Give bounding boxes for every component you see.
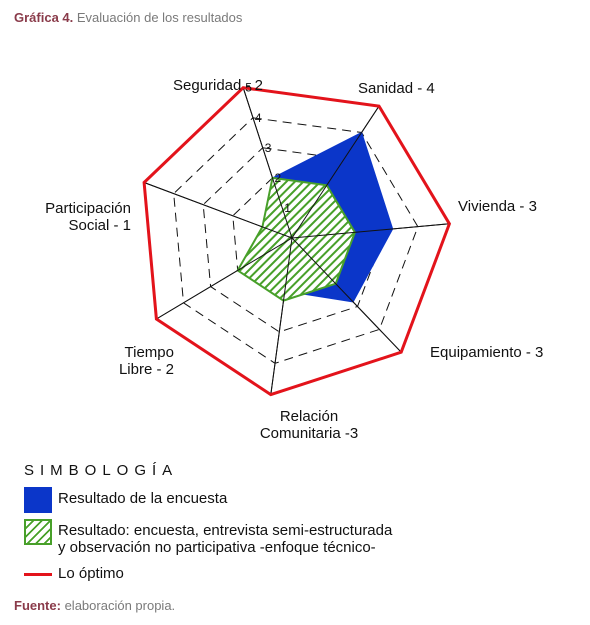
legend-label: Resultado: encuesta, entrevista semi-est… <box>58 519 392 556</box>
legend-label-line: Resultado: encuesta, entrevista semi-est… <box>58 522 393 539</box>
legend-swatch-hatched-green <box>24 519 52 545</box>
axis-label-line: Tiempo <box>125 344 174 361</box>
spoke-line-overlay <box>156 237 293 320</box>
axis-label-line: Libre - 2 <box>119 361 174 378</box>
axis-label-group: Seguridad - 2 <box>173 77 263 94</box>
source-label: Fuente: <box>14 598 61 613</box>
legend-item-encuesta: Resultado de la encuesta <box>24 487 564 513</box>
spoke-line-overlay <box>291 237 402 353</box>
series-optimo-outline <box>142 86 452 397</box>
grid-ring-4 <box>173 117 419 364</box>
axis-label-line: Comunitaria -3 <box>260 425 358 442</box>
axis-label-group: Sanidad - 4 <box>358 80 435 97</box>
tick-label-1: 1 <box>284 201 291 215</box>
legend-label-line: Lo óptimo <box>58 565 124 582</box>
spoke-line-overlay <box>291 105 380 239</box>
source-text: elaboración propia. <box>64 598 176 613</box>
legend-label-line: Resultado de la encuesta <box>58 490 228 507</box>
spoke-line-overlay <box>242 87 293 239</box>
legend-label: Resultado de la encuesta <box>58 487 227 507</box>
radar-chart: 1 2 3 4 5 Seguridad - 2 Sanidad - 4 Vivienda -… <box>45 77 543 442</box>
axis-label: Sanidad - 4 <box>358 80 435 97</box>
source-note: Fuente: elaboración propia. <box>14 598 175 613</box>
legend-swatch-blue <box>24 487 52 513</box>
axis-labels: Seguridad - 2 Sanidad - 4 Vivienda - 3 Equi… <box>45 77 543 442</box>
radial-ticks: 1 2 3 4 5 <box>245 81 291 215</box>
axis-label: Seguridad - 2 <box>173 77 263 94</box>
axis-label: Equipamiento - 3 <box>430 344 543 361</box>
tick-label-4: 4 <box>255 111 262 125</box>
tick-label-3: 3 <box>265 141 272 155</box>
tick-label-5: 5 <box>245 81 252 95</box>
legend-swatch-red-line <box>24 562 52 588</box>
axis-label-group: Vivienda - 3 <box>458 198 537 215</box>
legend-item-optimo: Lo óptimo <box>24 562 564 588</box>
figure-label: Gráfica 4. <box>14 10 74 25</box>
spoke-line-overlay <box>143 182 293 239</box>
series-tecnico-area <box>236 176 357 302</box>
figure-title-text: Evaluación de los resultados <box>76 10 243 25</box>
figure-title: Gráfica 4. Evaluación de los resultados <box>14 10 242 25</box>
legend-label-line: y observación no participativa -enfoque … <box>58 539 376 556</box>
legend-title: SIMBOLOGÍA <box>24 462 179 479</box>
spoke-line-overlay <box>291 223 450 239</box>
axis-label-line: Social - 1 <box>68 217 131 234</box>
axis-label: Vivienda - 3 <box>458 198 537 215</box>
axis-label-line: Relación <box>280 408 338 425</box>
axis-label-group: Equipamiento - 3 <box>430 344 543 361</box>
legend-label: Lo óptimo <box>58 562 124 582</box>
spoke-line-overlay <box>270 237 293 395</box>
legend: SIMBOLOGÍA Resultado de la encuesta Resu… <box>24 462 564 594</box>
tick-label-2: 2 <box>275 171 282 185</box>
axis-label-line: Participación <box>45 200 131 217</box>
legend-item-tecnico: Resultado: encuesta, entrevista semi-est… <box>24 519 564 556</box>
radar-series <box>142 86 452 397</box>
